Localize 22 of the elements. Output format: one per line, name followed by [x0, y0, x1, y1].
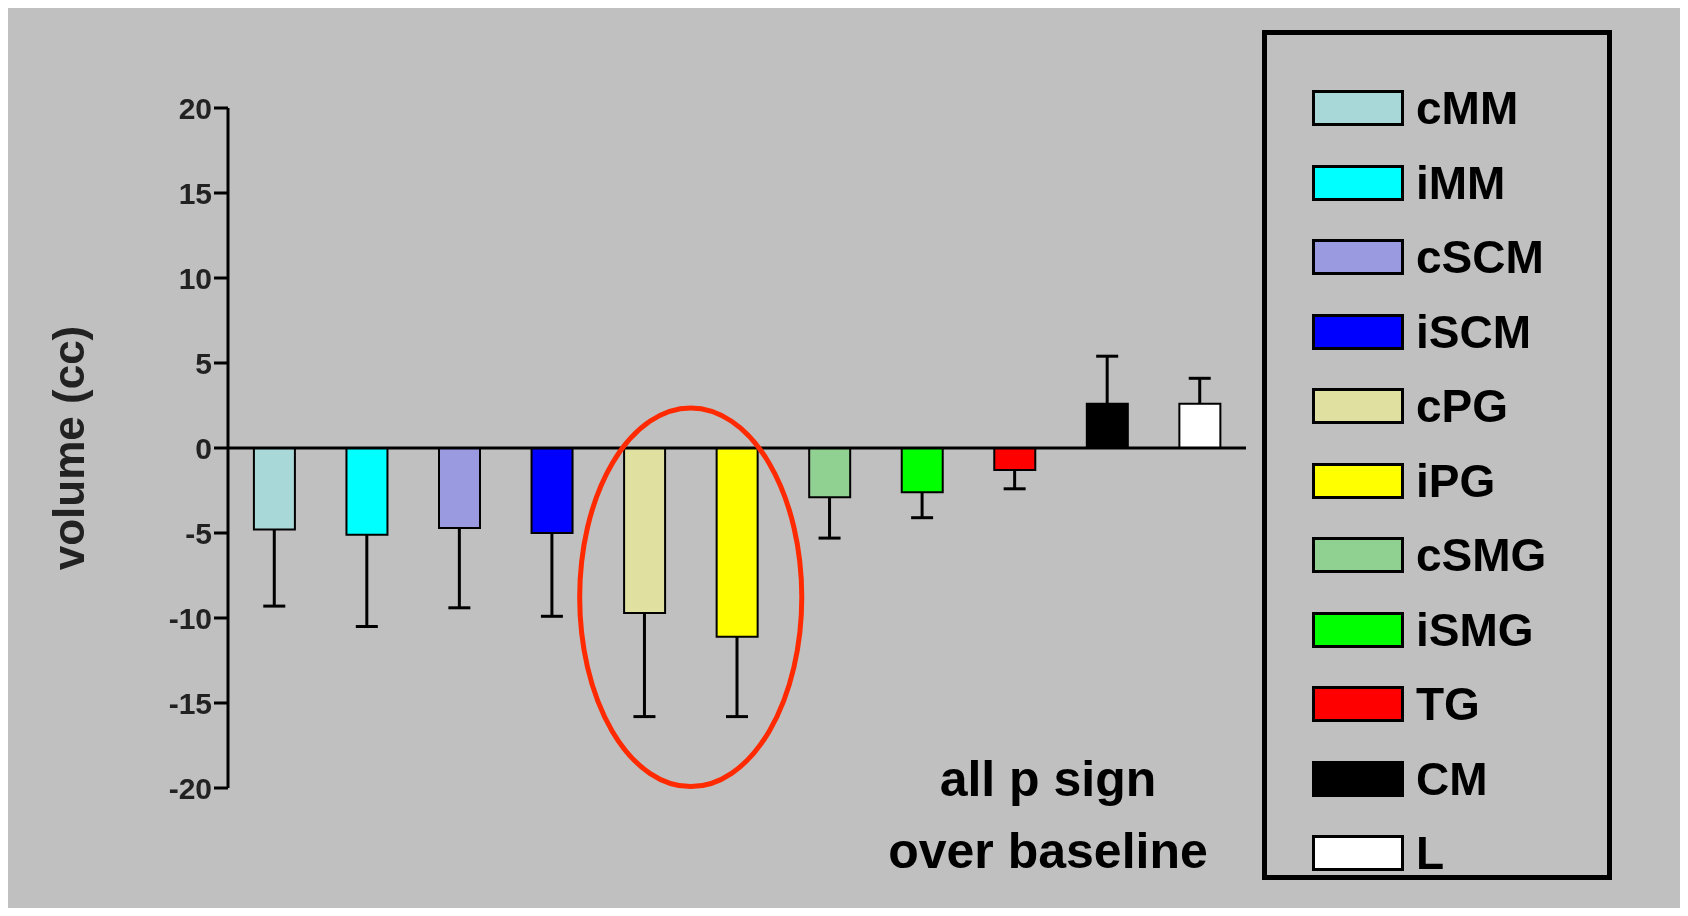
y-tick-label: -5 — [185, 516, 212, 550]
legend-label: CM — [1416, 751, 1488, 806]
y-axis-title: volume (cc) — [43, 325, 93, 571]
y-tick-label: 20 — [178, 91, 212, 125]
legend-label: iMM — [1416, 155, 1506, 210]
legend-label: iPG — [1416, 453, 1496, 508]
legend-label: cSMG — [1416, 528, 1547, 583]
legend-label: cSCM — [1416, 230, 1544, 285]
y-tick-label: 15 — [178, 176, 212, 210]
y-tick-label: -15 — [168, 686, 212, 720]
y-tick-label: 10 — [178, 261, 212, 295]
y-tick-label: 0 — [195, 431, 212, 465]
y-tick-label: 5 — [195, 346, 212, 380]
legend-label: cMM — [1416, 81, 1519, 136]
legend-label: cPG — [1416, 379, 1509, 434]
legend-label: iSCM — [1416, 304, 1531, 359]
annotation: all p sign over baseline — [887, 750, 1209, 881]
legend-label: TG — [1416, 677, 1480, 732]
legend-label: iSMG — [1416, 602, 1534, 657]
legend-label: L — [1416, 826, 1445, 881]
y-tick-label: -20 — [168, 771, 212, 805]
y-tick-label: -10 — [168, 601, 212, 635]
